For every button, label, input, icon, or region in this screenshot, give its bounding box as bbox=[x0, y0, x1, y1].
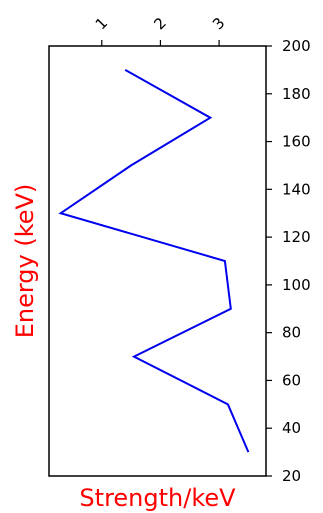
y-tick-label: 180 bbox=[282, 85, 311, 103]
y-tick-label: 200 bbox=[282, 37, 311, 55]
x-axis-title: Strength/keV bbox=[79, 484, 236, 512]
y-tick-label: 140 bbox=[282, 180, 311, 198]
y-tick-label: 100 bbox=[282, 276, 311, 294]
y-tick-label: 120 bbox=[282, 228, 311, 246]
y-axis-title: Energy (keV) bbox=[11, 184, 39, 339]
y-tick-label: 20 bbox=[282, 467, 301, 485]
y-tick-label: 60 bbox=[282, 371, 301, 389]
series-line-0 bbox=[58, 69, 250, 453]
y-tick-label: 40 bbox=[282, 419, 301, 437]
plot-frame bbox=[48, 45, 267, 477]
y-axis-ticks: 20 40 60 80 100 120 140 160 180 200 bbox=[266, 37, 311, 485]
y-tick-label: 160 bbox=[282, 133, 311, 151]
series-layer bbox=[58, 69, 250, 453]
y-tick-label: 80 bbox=[282, 324, 301, 342]
